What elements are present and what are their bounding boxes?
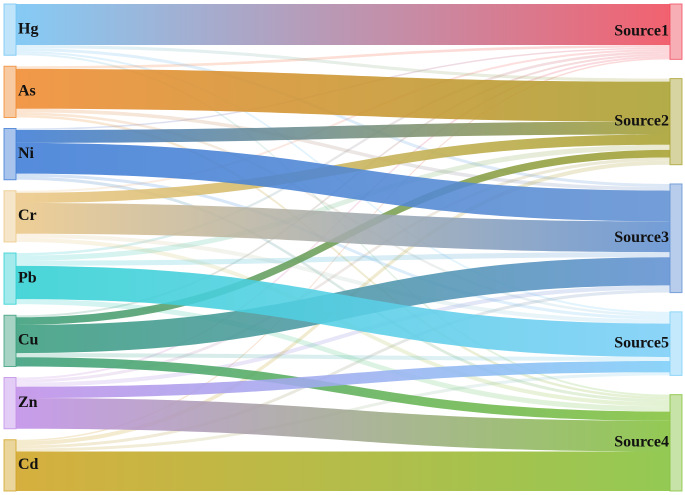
flow-link [16, 265, 670, 357]
flow-link [16, 451, 670, 491]
flow-link [16, 51, 670, 256]
source-label: Pb [18, 269, 37, 286]
source-label: As [18, 83, 36, 100]
source-label: Cd [18, 456, 39, 473]
flow-link [16, 121, 670, 143]
target-label: Source2 [614, 112, 669, 129]
flow-link [16, 45, 670, 69]
flow-link [16, 357, 670, 421]
source-node [3, 314, 17, 367]
flow-link [16, 4, 670, 45]
flow-link [16, 203, 670, 253]
target-label: Source4 [614, 433, 669, 450]
target-node [669, 78, 683, 166]
target-label: Source1 [614, 22, 669, 39]
flow-link [16, 108, 670, 191]
source-node [3, 377, 17, 430]
source-node [3, 252, 17, 305]
flow-link [16, 176, 670, 403]
flow-link [16, 252, 670, 266]
flow-link [16, 233, 670, 324]
source-label: Cu [18, 332, 39, 349]
flow-link [16, 144, 670, 261]
flow-link [16, 45, 670, 82]
source-node [3, 190, 17, 243]
target-label: Source3 [614, 229, 669, 246]
flow-link [16, 173, 670, 320]
source-label: Cr [18, 207, 37, 224]
target-node [669, 183, 683, 294]
source-node [3, 65, 17, 118]
source-label: Ni [18, 145, 35, 162]
source-node [3, 439, 17, 492]
flow-link [16, 49, 670, 193]
flow-link [16, 157, 670, 383]
target-label: Source5 [614, 334, 669, 351]
flow-link [16, 289, 670, 449]
source-label: Hg [18, 20, 38, 37]
flow-link [16, 142, 670, 222]
target-node [669, 3, 683, 60]
source-node [3, 128, 17, 181]
flow-link [16, 361, 670, 398]
flow-link [16, 68, 670, 122]
flow-link [16, 57, 670, 442]
flow-link [16, 398, 670, 452]
source-node [3, 3, 17, 56]
flow-link [16, 285, 670, 387]
flow-link [16, 299, 670, 412]
target-node [669, 311, 683, 376]
source-label: Zn [18, 394, 38, 411]
target-node [669, 394, 683, 492]
flow-link [16, 48, 670, 188]
